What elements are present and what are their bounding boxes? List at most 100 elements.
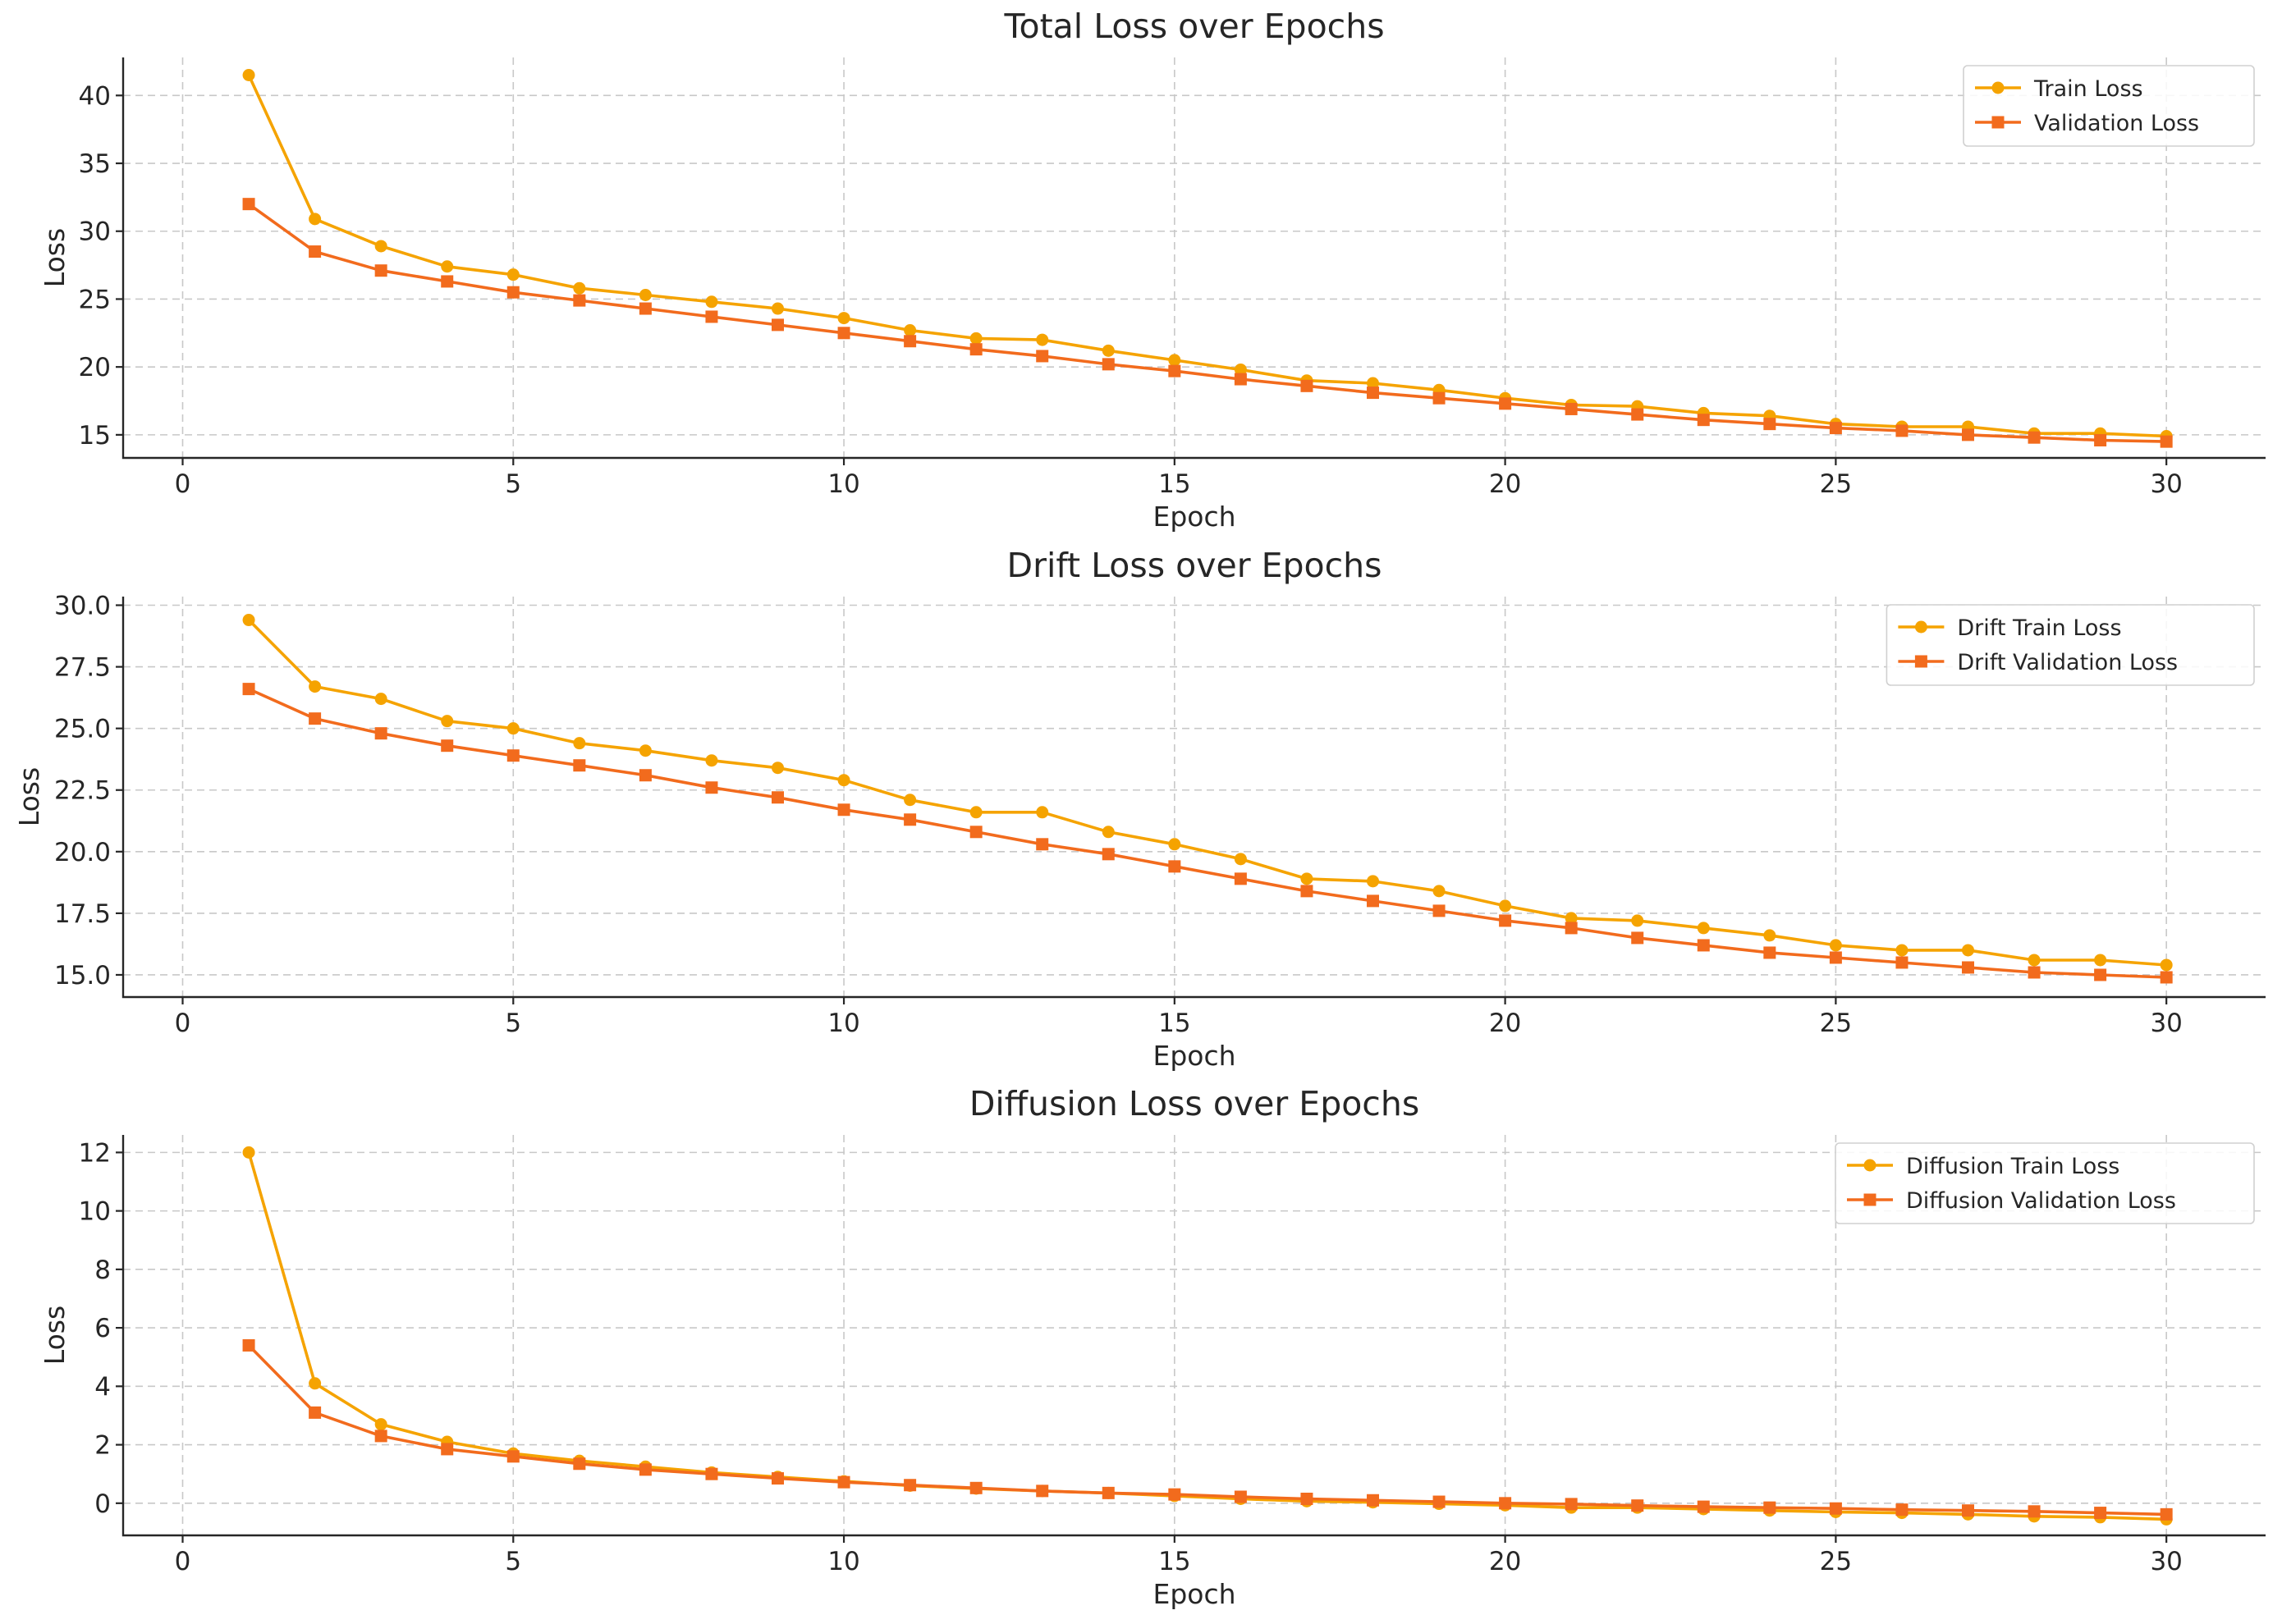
x-tick-label: 30: [2150, 469, 2182, 499]
data-point: [1036, 838, 1049, 851]
data-point: [1168, 860, 1181, 873]
legend-label: Drift Validation Loss: [1957, 650, 2178, 675]
data-point: [1697, 939, 1710, 952]
series-line: [247, 1344, 2167, 1516]
data-point: [573, 281, 586, 295]
series-validation-loss: [242, 198, 2173, 448]
data-point: [374, 1430, 387, 1443]
panel-total-loss: Total Loss over Epochs Epoch Loss 0 5 10 15…: [39, 7, 2266, 533]
data-point: [441, 260, 454, 273]
x-axis-label: Epoch: [1152, 1040, 1235, 1072]
data-point: [837, 327, 850, 340]
y-tick-label: 15.0: [54, 961, 111, 990]
data-point: [1102, 826, 1115, 839]
data-point: [506, 722, 520, 735]
data-point: [1234, 872, 1247, 885]
series-drift-train-loss: [242, 614, 2173, 972]
x-tick-label: 20: [1489, 1547, 1521, 1576]
x-tick-label: 10: [827, 1009, 859, 1038]
data-point: [1697, 414, 1710, 427]
data-point: [2028, 954, 2041, 967]
data-point: [705, 754, 718, 767]
x-tick-label: 10: [827, 469, 859, 499]
data-point: [639, 288, 652, 301]
data-point: [2094, 968, 2107, 981]
legend-box: [1963, 65, 2255, 147]
x-tick-label: 20: [1489, 469, 1521, 499]
data-point: [242, 614, 255, 627]
data-point: [1102, 358, 1115, 371]
y-tick-label: 22.5: [54, 776, 111, 806]
panel-drift-loss: Drift Loss over Epochs Epoch Loss 0 5 10 15…: [13, 546, 2266, 1072]
legend-marker: [1914, 655, 1927, 668]
data-point: [374, 727, 387, 740]
data-point: [1829, 939, 1842, 952]
data-point: [1367, 387, 1379, 400]
data-point: [2028, 431, 2041, 444]
data-point: [1895, 424, 1909, 437]
legend-entry: Diffusion Train Loss: [1847, 1154, 2119, 1179]
legend-box: [1886, 604, 2255, 686]
chart-title: Drift Loss over Epochs: [1007, 546, 1382, 585]
data-point: [904, 335, 917, 348]
data-point: [1367, 1494, 1379, 1507]
data-point: [2160, 1507, 2173, 1521]
data-point: [2160, 971, 2173, 984]
data-point: [506, 749, 520, 762]
series-line: [247, 74, 2167, 438]
data-point: [1300, 885, 1313, 898]
legend-marker: [1991, 81, 2005, 94]
data-point: [1432, 1495, 1446, 1508]
data-point: [1036, 1484, 1049, 1498]
axis-spines: [121, 1135, 2266, 1537]
data-point: [441, 739, 454, 753]
data-point: [506, 268, 520, 281]
data-point: [573, 759, 586, 772]
data-point: [1234, 853, 1247, 866]
x-tick-label: 10: [827, 1547, 859, 1576]
data-point: [1565, 922, 1578, 935]
legend-marker: [1863, 1193, 1876, 1206]
x-axis-label: Epoch: [1152, 501, 1235, 533]
data-point: [1168, 354, 1181, 367]
data-point: [1829, 951, 1842, 964]
legend: Train Loss Validation Loss: [1963, 65, 2255, 147]
data-point: [837, 312, 850, 325]
data-point: [1367, 894, 1379, 908]
legend-marker: [1863, 1159, 1876, 1172]
x-axis-label: Epoch: [1152, 1578, 1235, 1610]
data-point: [1300, 379, 1313, 392]
data-point: [1697, 922, 1710, 935]
legend-entry: Drift Train Loss: [1898, 615, 2122, 641]
data-point: [1499, 397, 1512, 410]
y-tick-label: 15: [79, 421, 111, 451]
data-point: [1631, 931, 1644, 945]
tick-labels: 0 5 10 15 20 25 30 15.0 17.5 20.0 22.5 25.0 27.5 30.0: [54, 592, 2183, 1038]
data-point: [374, 264, 387, 277]
data-point: [1631, 1499, 1644, 1512]
data-point: [374, 693, 387, 706]
data-point: [772, 762, 784, 775]
y-tick-label: 20.0: [54, 838, 111, 867]
data-point: [1102, 1486, 1115, 1499]
data-point: [309, 213, 322, 226]
y-tick-label: 10: [79, 1197, 111, 1227]
x-tick-label: 20: [1489, 1009, 1521, 1038]
legend: Drift Train Loss Drift Validation Loss: [1886, 604, 2255, 686]
x-tick-label: 30: [2150, 1547, 2182, 1576]
data-point: [573, 294, 586, 307]
data-point: [1367, 377, 1379, 390]
data-point: [969, 826, 983, 839]
data-point: [1036, 350, 1049, 363]
data-point: [1631, 914, 1644, 927]
data-point: [904, 813, 917, 826]
x-tick-label: 5: [505, 1547, 521, 1576]
x-tick-label: 25: [1820, 1009, 1852, 1038]
y-tick-label: 17.5: [54, 899, 111, 929]
data-point: [1962, 1504, 1974, 1517]
data-point: [2160, 435, 2173, 448]
data-point: [969, 343, 983, 356]
data-point: [242, 69, 255, 82]
axis-spines: [121, 597, 2266, 999]
data-point: [1763, 929, 1776, 942]
